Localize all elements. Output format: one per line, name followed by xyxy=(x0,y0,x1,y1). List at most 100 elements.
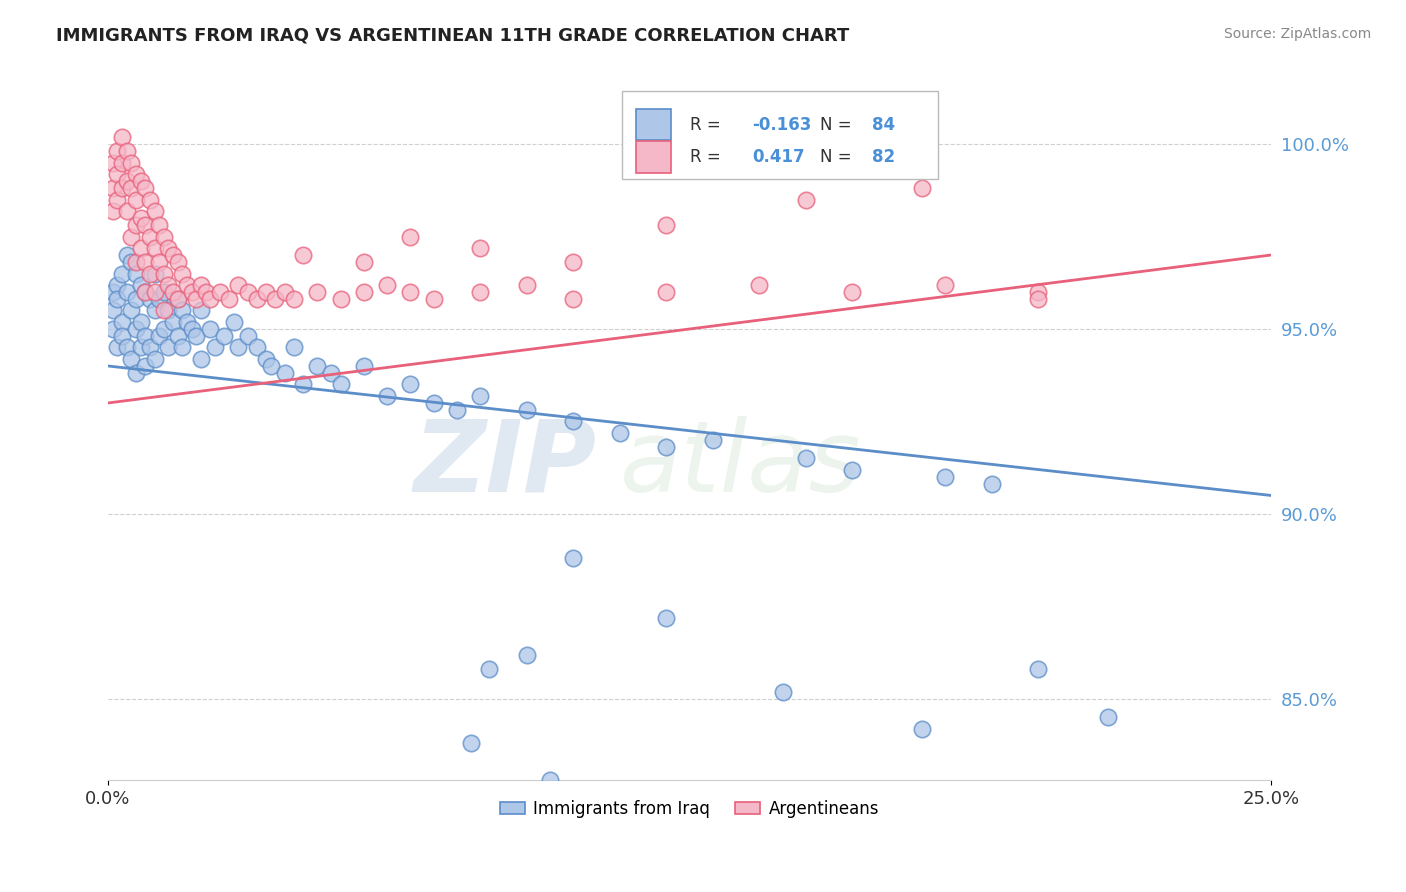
Point xyxy=(1097,710,1119,724)
Point xyxy=(702,433,724,447)
Point xyxy=(292,248,315,262)
Point xyxy=(125,255,148,269)
Point xyxy=(153,285,176,299)
Point xyxy=(172,341,194,355)
Point xyxy=(148,219,170,233)
Point xyxy=(841,285,863,299)
Point xyxy=(283,293,305,307)
Point xyxy=(162,248,184,262)
Point xyxy=(166,293,188,307)
Text: 82: 82 xyxy=(872,148,896,167)
Point xyxy=(153,267,176,281)
Point xyxy=(292,377,315,392)
Point xyxy=(166,329,188,343)
Point xyxy=(353,285,375,299)
Text: N =: N = xyxy=(820,116,856,134)
Point xyxy=(399,285,422,299)
Point xyxy=(208,285,231,299)
Text: N =: N = xyxy=(820,148,856,167)
Text: R =: R = xyxy=(689,116,725,134)
Point xyxy=(134,359,156,373)
Point xyxy=(115,285,138,299)
Point xyxy=(125,367,148,381)
Point xyxy=(307,359,329,373)
Point xyxy=(111,181,134,195)
Point xyxy=(105,277,128,292)
Point xyxy=(562,415,585,429)
Point xyxy=(222,315,245,329)
Point xyxy=(157,241,180,255)
Point xyxy=(1028,293,1050,307)
Point xyxy=(353,255,375,269)
Point xyxy=(254,285,277,299)
Point xyxy=(115,145,138,159)
Point xyxy=(111,329,134,343)
Point xyxy=(139,293,162,307)
Point xyxy=(562,255,585,269)
Point xyxy=(166,293,188,307)
Point xyxy=(190,351,212,366)
Point xyxy=(562,293,585,307)
Point xyxy=(115,203,138,218)
Point xyxy=(139,229,162,244)
Point xyxy=(516,403,538,417)
Point xyxy=(105,167,128,181)
Text: Source: ZipAtlas.com: Source: ZipAtlas.com xyxy=(1223,27,1371,41)
Point xyxy=(120,351,142,366)
Point xyxy=(911,722,934,736)
Point xyxy=(153,322,176,336)
Point xyxy=(143,267,166,281)
Point xyxy=(134,329,156,343)
Point xyxy=(125,167,148,181)
Point xyxy=(111,155,134,169)
Point xyxy=(134,285,156,299)
Point xyxy=(134,285,156,299)
Point xyxy=(115,341,138,355)
Point xyxy=(143,241,166,255)
Point xyxy=(111,129,134,144)
Point xyxy=(236,329,259,343)
Point xyxy=(655,610,678,624)
Point xyxy=(115,248,138,262)
Point xyxy=(1028,285,1050,299)
Text: atlas: atlas xyxy=(620,416,862,513)
Point xyxy=(911,181,934,195)
Legend: Immigrants from Iraq, Argentineans: Immigrants from Iraq, Argentineans xyxy=(494,793,886,825)
Point xyxy=(134,255,156,269)
Point xyxy=(446,403,468,417)
Point xyxy=(120,303,142,318)
Point xyxy=(148,255,170,269)
Point xyxy=(375,277,398,292)
Point xyxy=(399,229,422,244)
Point xyxy=(194,285,217,299)
Point xyxy=(246,293,269,307)
Point xyxy=(129,277,152,292)
Point xyxy=(794,451,817,466)
FancyBboxPatch shape xyxy=(636,109,671,140)
Point xyxy=(143,203,166,218)
Point xyxy=(101,181,124,195)
Point xyxy=(101,203,124,218)
Point xyxy=(609,425,631,440)
Point xyxy=(180,285,202,299)
Point xyxy=(226,277,249,292)
Point xyxy=(105,293,128,307)
Point xyxy=(375,388,398,402)
Point xyxy=(143,303,166,318)
Point xyxy=(125,193,148,207)
Point xyxy=(307,285,329,299)
Point xyxy=(157,277,180,292)
Point xyxy=(562,551,585,566)
Point xyxy=(125,267,148,281)
Point xyxy=(111,267,134,281)
Point xyxy=(162,285,184,299)
Point xyxy=(748,277,770,292)
Point xyxy=(1028,662,1050,676)
Point xyxy=(176,315,198,329)
Text: 84: 84 xyxy=(872,116,896,134)
Point xyxy=(200,293,222,307)
Point xyxy=(981,477,1004,491)
Point xyxy=(226,341,249,355)
Point xyxy=(139,341,162,355)
Point xyxy=(655,441,678,455)
